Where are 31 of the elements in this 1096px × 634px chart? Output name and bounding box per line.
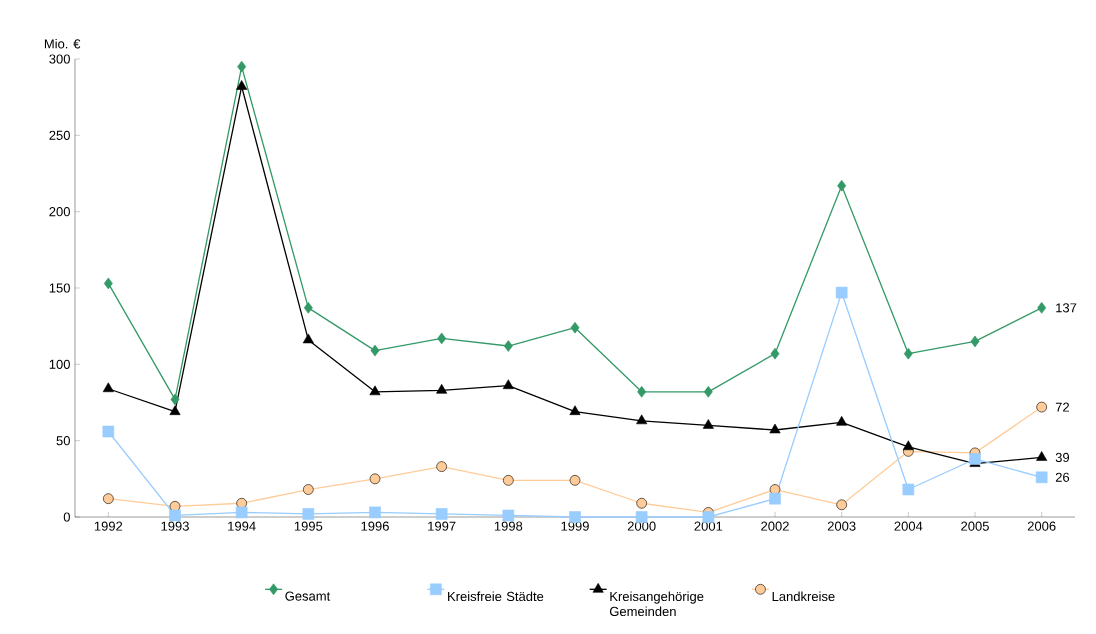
x-tick-label: 2000 [627, 521, 656, 531]
x-tick-label: 1996 [361, 521, 389, 531]
x-tick-label: 2004 [894, 521, 923, 531]
x-tick-label: 2002 [761, 521, 789, 531]
x-tick-label: 1997 [428, 521, 456, 531]
x-tick-label: 1993 [161, 521, 189, 531]
y-tick-label: 300 [49, 54, 70, 64]
y-tick-label: 0 [63, 512, 70, 522]
y-axis-title: Mio. € [44, 38, 81, 49]
x-tick-label: 1992 [94, 521, 123, 531]
x-tick-label: 1999 [561, 521, 589, 531]
data-label: 26 [1055, 472, 1070, 482]
x-tick-label: 1995 [294, 521, 323, 531]
data-label: 39 [1055, 452, 1070, 463]
x-tick-label: 2001 [694, 521, 723, 531]
legend-label: Gesamt [285, 591, 331, 601]
legend-label: Kreisfreie Städte [448, 591, 544, 602]
data-label: 72 [1055, 402, 1070, 412]
y-tick-label: 200 [49, 207, 70, 217]
y-tick-label: 250 [49, 130, 70, 140]
legend-label: Landkreise [772, 591, 835, 602]
x-tick-label: 2003 [827, 521, 856, 531]
y-tick-label: 50 [56, 436, 70, 446]
legend-label: Kreisangehörige Gemeinden [609, 591, 704, 617]
x-tick-label: 1994 [228, 521, 256, 531]
y-tick-label: 100 [49, 359, 70, 369]
x-tick-label: 2005 [961, 521, 989, 531]
x-tick-label: 2006 [1027, 521, 1056, 531]
data-label: 137 [1056, 303, 1077, 313]
x-tick-label: 1998 [494, 521, 523, 531]
y-tick-label: 150 [49, 283, 70, 293]
